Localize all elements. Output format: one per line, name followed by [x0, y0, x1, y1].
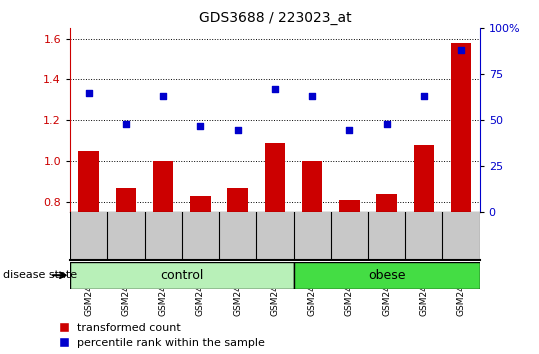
Bar [116, 188, 136, 212]
Bar [413, 145, 434, 212]
Point [233, 127, 242, 132]
Point [308, 93, 316, 99]
Legend: transformed count, percentile rank within the sample: transformed count, percentile rank withi… [59, 322, 265, 348]
Bar [265, 143, 285, 212]
Bar [190, 196, 211, 212]
Bar [451, 42, 471, 212]
Bar [294, 262, 480, 289]
Point [159, 93, 168, 99]
Point [196, 123, 205, 129]
Bar [339, 200, 360, 212]
Point [85, 90, 93, 96]
Bar [376, 194, 397, 212]
Point [419, 93, 428, 99]
Point [457, 47, 465, 53]
Bar [70, 262, 294, 289]
Bar [302, 161, 322, 212]
Title: GDS3688 / 223023_at: GDS3688 / 223023_at [198, 11, 351, 24]
Text: control: control [160, 269, 204, 282]
Point [382, 121, 391, 127]
Point [345, 127, 354, 132]
Bar [227, 188, 248, 212]
Text: obese: obese [368, 269, 405, 282]
Bar [153, 161, 174, 212]
Text: disease state: disease state [3, 270, 77, 280]
Point [122, 121, 130, 127]
Bar [79, 151, 99, 212]
Point [271, 86, 279, 92]
